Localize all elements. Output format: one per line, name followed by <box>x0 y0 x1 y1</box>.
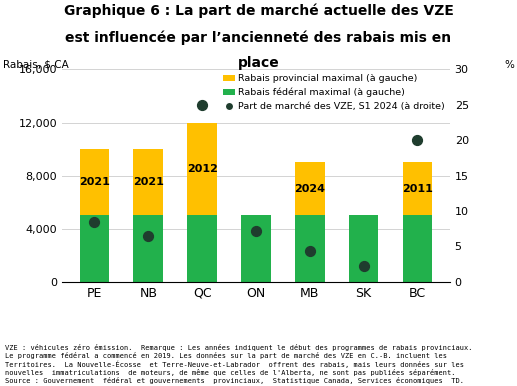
Bar <box>133 215 163 282</box>
Text: 2021: 2021 <box>133 177 164 187</box>
Point <box>90 219 99 225</box>
Bar <box>80 149 109 215</box>
Bar <box>403 215 432 282</box>
Text: 2012: 2012 <box>187 164 218 174</box>
Bar <box>133 149 163 215</box>
Bar <box>241 215 271 282</box>
Point <box>144 234 153 240</box>
Bar <box>187 215 217 282</box>
Point <box>359 262 368 269</box>
Text: VZE : véhicules zéro émission.  Remarque : Les années indiquent le début des pro: VZE : véhicules zéro émission. Remarque … <box>5 344 473 384</box>
Bar <box>295 215 325 282</box>
Bar <box>187 122 217 215</box>
Point <box>306 248 314 254</box>
Bar <box>295 163 325 215</box>
Text: Rabais, $ CA: Rabais, $ CA <box>3 60 68 70</box>
Bar <box>349 215 378 282</box>
Point <box>413 137 421 143</box>
Text: 2011: 2011 <box>402 184 433 194</box>
Legend: Rabais provincial maximal (à gauche), Rabais fédéral maximal (à gauche), Part de: Rabais provincial maximal (à gauche), Ra… <box>223 74 445 111</box>
Bar <box>80 215 109 282</box>
Text: Graphique 6 : La part de marché actuelle des VZE: Graphique 6 : La part de marché actuelle… <box>64 4 453 19</box>
Point <box>252 228 260 234</box>
Text: est influencée par l’ancienneté des rabais mis en: est influencée par l’ancienneté des raba… <box>66 31 451 46</box>
Bar <box>403 163 432 215</box>
Text: place: place <box>238 56 279 70</box>
Text: 2024: 2024 <box>294 184 325 194</box>
Text: 2021: 2021 <box>79 177 110 187</box>
Text: %: % <box>505 60 514 70</box>
Point <box>198 102 206 108</box>
